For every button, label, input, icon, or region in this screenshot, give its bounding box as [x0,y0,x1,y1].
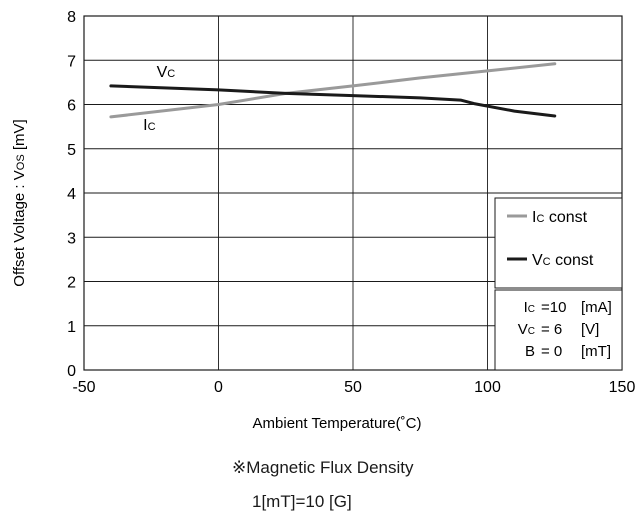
condition-label: B [525,343,535,360]
x-tick-label: 150 [609,379,636,396]
x-tick-label: 100 [474,379,501,396]
y-axis-label: Offset Voltage : VOS [mV] [11,119,28,286]
legend-entry: VC const [532,252,594,269]
condition-label: VC [518,321,535,338]
condition-unit: [mT] [581,343,611,360]
condition-value: = 0 [541,343,562,360]
conditions-box: IC =10 [mA] VC = 6 [V] B = 0 [mT] [494,289,623,371]
condition-label: IC [524,299,535,316]
legend-box [494,197,623,289]
condition-unit: [V] [581,321,599,338]
x-tick-label: 50 [344,379,362,396]
curve-annotation: IC [143,117,155,134]
y-tick-label: 7 [67,53,76,70]
series-line-1 [109,84,557,118]
y-tick-label: 0 [67,363,76,380]
y-tick-label: 1 [67,319,76,336]
x-axis-label: Ambient Temperature(˚C) [253,415,422,432]
y-tick-label: 3 [67,230,76,247]
legend-entry: IC const [532,209,588,226]
y-tick-label: 6 [67,98,76,115]
flux-density-note: ※Magnetic Flux Density [232,458,414,477]
condition-value: = 6 [541,321,562,338]
y-tick-label: 8 [67,9,76,26]
annotation-layer: VC IC [143,64,175,134]
curve-annotation: VC [157,64,176,81]
x-tick-label: 0 [214,379,223,396]
condition-value: =10 [541,299,566,316]
flux-density-conversion: 1[mT]=10 [G] [252,492,352,511]
condition-unit: [mA] [581,299,612,316]
y-tick-label: 4 [67,186,76,203]
legend: IC const VC const [494,197,623,289]
series-line-0 [109,62,557,119]
series-layer [109,62,557,119]
y-tick-label: 2 [67,275,76,292]
x-tick-label: -50 [72,379,95,396]
conditions-frame [494,289,623,371]
y-tick-label: 5 [67,142,76,159]
